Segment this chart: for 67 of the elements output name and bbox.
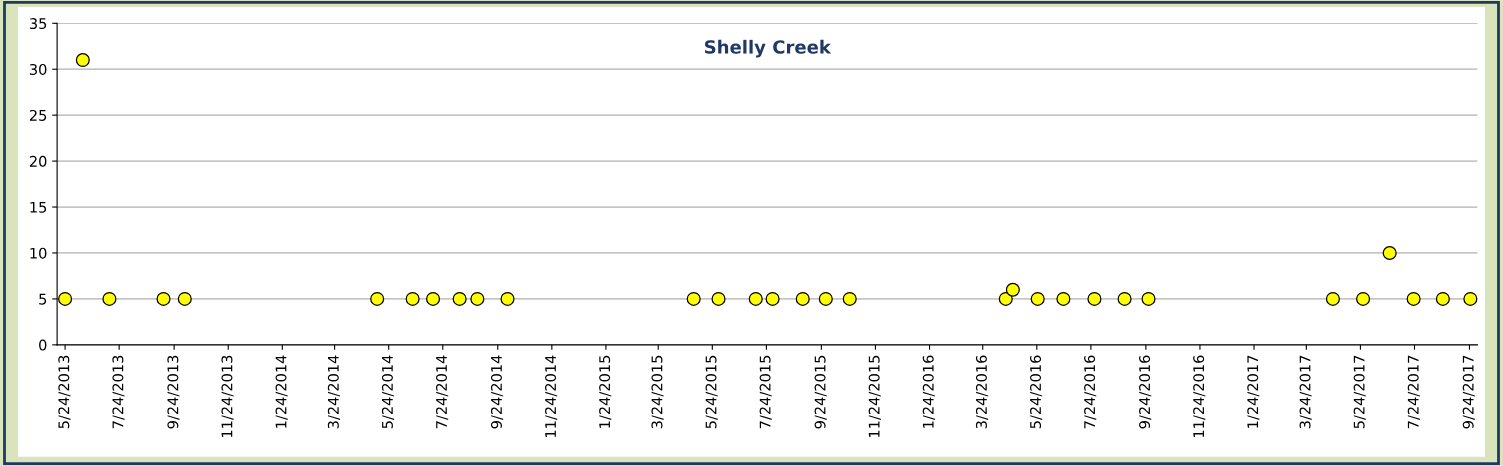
x-tick-label: 5/24/2013 [58,355,71,429]
x-tick-label: 1/24/2014 [275,355,288,428]
x-tick-label: 5/24/2014 [381,355,395,429]
point [58,291,73,306]
x-tick-label: 3/24/2016 [975,355,989,429]
x-tick-label: 3/24/2014 [327,355,340,429]
point [1356,291,1371,306]
x-tick-label: 9/24/2013 [167,355,180,429]
x-tick-label: 5/24/2015 [705,355,718,429]
point [842,291,857,306]
x-tick-label: 11/24/2013 [221,355,234,438]
x-tick-label: 11/24/2016 [1193,355,1206,438]
x-tick-label: 5/24/2017 [1353,355,1366,429]
point [470,291,485,306]
point [1056,291,1071,306]
y-tick-label: 15 [30,201,47,213]
point [1117,291,1132,306]
point [370,291,385,306]
x-tick-label: 5/24/2016 [1030,355,1043,429]
point [75,53,90,68]
y-tick-label: 25 [29,109,47,121]
point [500,291,515,306]
x-tick-label: 1/24/2017 [1247,355,1260,428]
x-tick-label: 7/24/2015 [759,355,772,429]
text: Shelly Creek [704,39,832,58]
x-tick-label: 11/24/2015 [868,355,881,438]
y-tick-label: 0 [39,339,47,351]
point [156,291,171,306]
x-tick-label: 3/24/2017 [1299,355,1312,429]
point [711,291,726,306]
point [1030,291,1045,306]
x-tick-label: 3/24/2015 [651,355,664,429]
point [1406,291,1421,306]
point [765,291,780,306]
point [1087,291,1102,306]
point [748,291,763,306]
y-tick-label: 20 [29,155,47,167]
y-tick-label: 30 [29,63,47,75]
y-tick-label: 35 [29,18,47,30]
x-tick-label: 1/24/2015 [599,355,612,428]
point [177,291,192,306]
point [1463,291,1478,306]
point [818,291,833,306]
point [1382,245,1397,260]
point [426,291,441,306]
x-tick-label: 7/24/2013 [112,355,125,429]
point [102,291,117,306]
point [1325,291,1340,306]
point [795,291,810,306]
point [1005,282,1020,297]
point [452,291,467,306]
point [405,291,420,306]
x-tick-label: 1/24/2016 [922,355,935,428]
x-tick-label: 7/24/2014 [435,355,449,429]
x-tick-label: 9/24/2017 [1462,355,1475,429]
x-tick-label: 7/24/2017 [1407,355,1420,429]
y-tick-label: 10 [30,247,47,259]
point [998,291,1013,306]
point [1141,291,1156,306]
point [1435,291,1450,306]
x-tick-label: 7/24/2016 [1084,355,1097,429]
x-tick-label: 11/24/2014 [545,355,558,438]
x-tick-label: 9/24/2014 [490,355,504,429]
x-tick-label: 9/24/2015 [814,355,827,429]
x-tick-label: 9/24/2016 [1139,355,1152,429]
point [686,291,701,306]
y-tick-label: 5 [39,293,47,305]
